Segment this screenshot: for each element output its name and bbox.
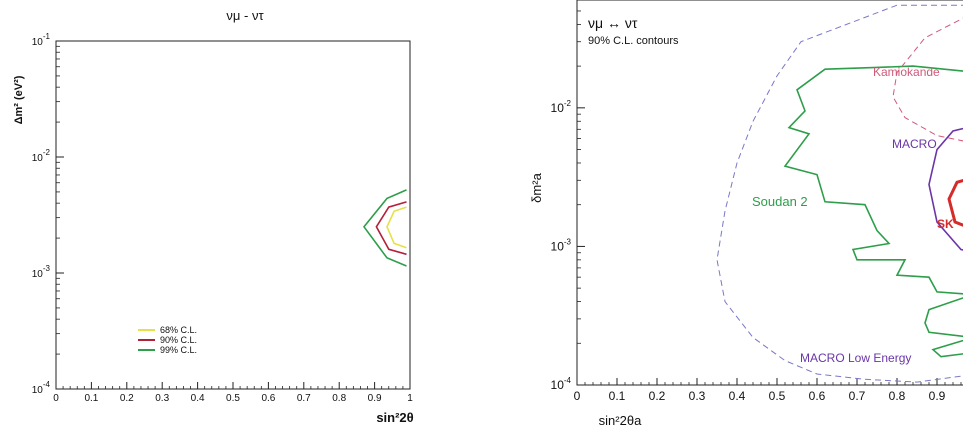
x-tick-label: 0.8 [332,393,346,404]
x-tick-label: 0.8 [889,389,906,403]
contour-99-c-l [362,189,407,267]
x-tick-label: 0.7 [297,393,311,404]
x-tick-label: 0.5 [226,393,240,404]
left-x-axis-title: sin²2θ [376,410,413,425]
right-chart: 00.10.20.30.40.50.60.70.80.91 10-210-310… [529,0,963,428]
y-tick-label: 10-2 [551,99,572,115]
x-tick-label: 0.4 [729,389,746,403]
legend: 68% C.L.90% C.L.99% C.L. [138,325,197,355]
x-tick-label: 0.3 [155,393,169,404]
y-tick-label: 10-3 [32,264,51,280]
legend-label: 90% C.L. [160,335,197,345]
x-tick-label: 1 [407,393,413,404]
annotation-sk: SK [937,217,954,231]
left-plot-frame [55,40,411,390]
x-tick-label: 0 [574,389,581,403]
left-chart-title: νμ - ντ [226,8,264,23]
right-chart-title: νμ ↔ ντ [588,15,638,31]
annotation-kamiokande: Kamiokande [873,65,940,79]
right-plot-frame [576,0,963,386]
legend-label: 99% C.L. [160,345,197,355]
x-tick-label: 0.1 [609,389,626,403]
x-tick-label: 0.1 [84,393,98,404]
x-tick-label: 0.9 [929,389,946,403]
right-chart-subtitle: 90% C.L. contours [588,35,679,47]
contour-68-c-l [386,206,407,249]
y-tick-label: 10-4 [32,380,51,396]
x-tick-label: 0.7 [849,389,866,403]
y-tick-label: 10-3 [551,237,572,253]
x-tick-label: 0 [53,393,59,404]
legend-label: 68% C.L. [160,325,197,335]
left-chart: 0 0.1 0.2 0.3 0.4 0.5 0.6 0.7 0.8 0.9 1 10-1 10-2 10… [13,8,414,425]
x-tick-label: 0.3 [689,389,706,403]
contour-sk [947,178,963,227]
x-tick-label: 0.9 [368,393,382,404]
x-tick-label: 0.4 [191,393,205,404]
contour-90-c-l [375,201,407,256]
x-tick-label: 0.6 [261,393,275,404]
y-tick-label: 10-2 [32,148,51,164]
x-tick-label: 0.2 [120,393,134,404]
x-tick-label: 0.2 [649,389,666,403]
right-x-axis-title: sin²2θa [599,413,642,428]
left-y-axis-title: Δm² (eV²) [13,75,25,124]
y-tick-label: 10-4 [551,376,572,392]
contour-macro [928,127,963,251]
contour-outer-limit [716,4,963,383]
contour-soudan-2 [783,65,963,358]
x-tick-label: 0.5 [769,389,786,403]
x-tick-label: 0.6 [809,389,826,403]
annotation-soudan-2: Soudan 2 [752,194,808,209]
y-tick-label: 10-1 [32,32,51,48]
annotation-macro: MACRO [892,137,937,151]
right-y-axis-title: δm²a [529,172,544,202]
annotation-macro-low-energy: MACRO Low Energy [800,351,911,365]
